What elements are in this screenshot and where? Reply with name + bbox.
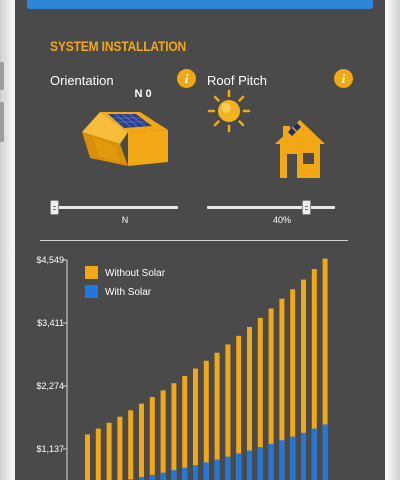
y-tick-label: $1,137 <box>36 444 64 454</box>
app-screen: SYSTEM INSTALLATION Orientation i N 0 Ro… <box>15 0 385 480</box>
bar-without-solar <box>193 368 198 480</box>
bar-without-solar <box>268 308 274 480</box>
bar-with-solar <box>139 477 144 480</box>
bar-with-solar <box>311 428 317 480</box>
bar-with-solar <box>290 436 296 480</box>
roof-pitch-slider-thumb[interactable] <box>302 200 312 215</box>
bar-without-solar <box>214 352 220 480</box>
bar-without-solar <box>128 410 134 480</box>
bar-with-solar <box>257 447 263 480</box>
bar-with-solar <box>149 474 155 480</box>
bar-without-solar <box>257 317 263 480</box>
bar-with-solar <box>171 470 177 480</box>
bar-without-solar <box>236 335 242 480</box>
y-tick-label: $3,411 <box>37 318 64 328</box>
orientation-slider-thumb[interactable] <box>50 200 59 215</box>
bar-without-solar <box>149 397 155 480</box>
cost-comparison-chart: $4,549 $3,411 $2,274 $1,137 Without Solar Wit… <box>36 255 328 480</box>
orientation-compass-value: N 0 <box>134 88 152 100</box>
orientation-info-icon[interactable]: i <box>177 69 196 88</box>
orientation-label: Orientation <box>50 73 114 88</box>
bar-with-solar <box>236 453 242 480</box>
bar-without-solar <box>106 422 112 480</box>
bar-without-solar <box>160 390 166 480</box>
bar-with-solar <box>268 443 274 480</box>
bar-without-solar <box>247 326 252 480</box>
bar-with-solar <box>247 450 252 480</box>
bar-without-solar <box>322 258 328 480</box>
bar-with-solar <box>322 424 328 480</box>
phone-side-button <box>0 62 4 90</box>
bar-without-solar <box>85 434 90 480</box>
roof-pitch-home-icon <box>275 120 325 178</box>
bar-with-solar <box>225 456 231 480</box>
legend-label: With Solar <box>105 287 152 298</box>
bar-with-solar <box>193 465 198 480</box>
legend-swatch <box>85 266 98 279</box>
section-title: SYSTEM INSTALLATION <box>50 38 187 54</box>
bar-with-solar <box>301 432 306 480</box>
bar-with-solar <box>160 472 166 480</box>
bar-without-solar <box>117 416 123 480</box>
roof-pitch-info-icon[interactable]: i <box>334 69 353 88</box>
bar-with-solar <box>203 462 209 480</box>
bar-without-solar <box>279 298 285 480</box>
bar-with-solar <box>214 459 220 480</box>
roof-orientation-house-icon <box>82 112 168 166</box>
y-tick-label: $2,274 <box>36 381 64 391</box>
bar-without-solar <box>139 403 144 480</box>
top-app-bar <box>27 0 373 9</box>
bar-with-solar <box>279 440 285 480</box>
bar-without-solar <box>182 375 188 480</box>
roof-pitch-slider-track[interactable] <box>207 206 335 209</box>
sun-icon <box>207 89 251 133</box>
orientation-slider-track[interactable] <box>50 206 178 209</box>
bar-without-solar <box>203 360 209 480</box>
phone-side-button <box>0 102 4 142</box>
roof-pitch-label: Roof Pitch <box>207 73 267 88</box>
legend-label: Without Solar <box>105 268 166 279</box>
bar-without-solar <box>311 269 317 480</box>
bar-without-solar <box>301 279 306 480</box>
legend-swatch <box>85 285 98 298</box>
bar-without-solar <box>95 428 101 480</box>
section-divider <box>40 240 348 241</box>
bar-without-solar <box>171 383 177 480</box>
bar-without-solar <box>290 289 296 480</box>
y-tick-label: $4,549 <box>36 255 64 265</box>
orientation-slider-value: N <box>121 215 129 225</box>
bar-without-solar <box>225 344 231 480</box>
roof-pitch-slider-value: 40% <box>272 215 291 225</box>
bar-with-solar <box>182 467 188 480</box>
